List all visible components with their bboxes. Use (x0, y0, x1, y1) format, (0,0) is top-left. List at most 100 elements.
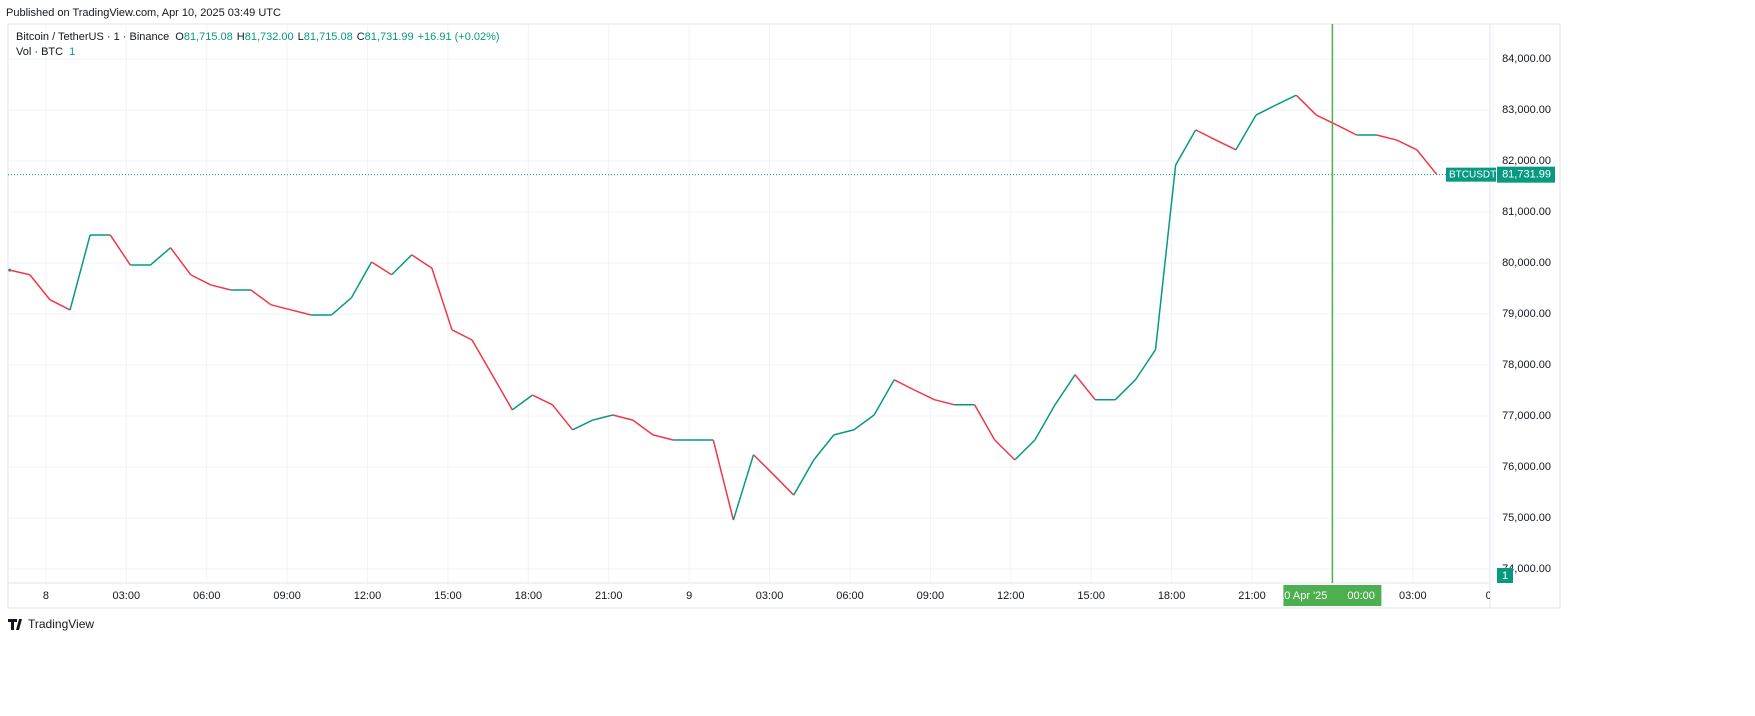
price-segment (652, 434, 674, 441)
y-tick-label: 74,000.00 (1502, 563, 1551, 575)
price-segment (1154, 164, 1177, 350)
volume-value: 1 (69, 46, 75, 58)
price-segment (1376, 134, 1397, 141)
price-segment (210, 284, 232, 291)
published-note: Published on TradingView.com, Apr 10, 20… (6, 7, 281, 19)
l-label: L (298, 31, 304, 43)
price-segment (169, 247, 192, 276)
symbol-badge: BTCUSDT (1449, 169, 1496, 180)
last-price-label: 81,731.99 (1502, 169, 1551, 181)
price-segment (1315, 114, 1337, 126)
low: 81,715.08 (304, 31, 353, 43)
price-segment (471, 339, 493, 376)
x-tick-label: 9 (686, 590, 692, 602)
symbol-badge-bg (1446, 167, 1496, 182)
time-labels: 8 03:00 06:00 09:00 12:00 15:00 18:00 21:00 9 03:… (43, 590, 1490, 602)
volume-name: Vol · BTC (16, 46, 63, 58)
y-tick-label: 83,000.00 (1502, 104, 1551, 116)
price-segment (431, 267, 453, 331)
price-segment (190, 274, 212, 286)
legend-line: Bitcoin / TetherUS · 1 · Binance O81,715.… (16, 31, 500, 43)
price-segment (149, 247, 172, 266)
price-segment (632, 419, 654, 436)
price-segment (330, 297, 352, 316)
o-label: O (175, 31, 184, 43)
x-tick-label: 03:00 (113, 590, 141, 602)
c-label: C (357, 31, 365, 43)
y-tick-label: 80,000.00 (1502, 257, 1551, 269)
price-segment (1235, 114, 1257, 151)
price-segment (1336, 124, 1357, 136)
price-segment (1014, 439, 1036, 461)
y-tick-label: 75,000.00 (1502, 512, 1551, 524)
price-segment (853, 414, 875, 431)
y-tick-label: 78,000.00 (1502, 359, 1551, 371)
price-segment (1074, 374, 1096, 401)
volume-badge: 1 (1502, 570, 1508, 582)
price-segment (1416, 149, 1438, 176)
price-segment (49, 299, 71, 311)
chart-frame (7, 23, 1561, 609)
price-segment (29, 274, 51, 301)
price-segment (1275, 94, 1297, 106)
price-segment (1174, 129, 1197, 166)
price-segment (572, 419, 593, 431)
axes: 74,000.00 75,000.00 76,000.00 77,000.00 78,0… (43, 53, 1555, 606)
price-segment (551, 404, 574, 431)
price-segment (491, 374, 513, 411)
x-tick-label: 15:00 (1077, 590, 1105, 602)
price-segment (1255, 104, 1277, 116)
price-segment (1134, 349, 1157, 381)
x-tick-label: 06:00 (836, 590, 864, 602)
crosshair-date: 10 Apr '25 (1278, 590, 1327, 602)
crosshair-label-bg (1283, 585, 1382, 606)
x-tick-label: 03:00 (756, 590, 784, 602)
volume-badge-bg (1497, 568, 1513, 583)
x-tick-label: 03:00 (1399, 590, 1427, 602)
price-segment (350, 261, 373, 299)
x-tick-label: 18:00 (515, 590, 543, 602)
price-segment (9, 269, 31, 276)
price-segment (391, 254, 413, 276)
grid (8, 24, 1494, 583)
change: +16.91 (+0.02%) (418, 31, 500, 43)
x-tick-label: 21:00 (595, 590, 623, 602)
x-tick-label: 8 (43, 590, 49, 602)
price-segment (1114, 379, 1136, 401)
x-tick-label: 09:00 (273, 590, 301, 602)
price-segment (1396, 139, 1418, 151)
price-segment (913, 389, 935, 401)
crosshair-time: 00:00 (1347, 590, 1375, 602)
price-segment (934, 398, 955, 406)
price-segment (833, 429, 855, 436)
y-tick-label: 79,000.00 (1502, 308, 1551, 320)
price-segment (773, 474, 795, 496)
last-price-bg (1497, 166, 1555, 183)
price-segment (592, 414, 613, 421)
price-segment (511, 394, 533, 411)
x-tick-label: 15:00 (434, 590, 462, 602)
x-tick-label: 09:00 (917, 590, 945, 602)
h-label: H (237, 31, 245, 43)
price-segment (1034, 404, 1056, 441)
volume-legend: Vol · BTC 1 (16, 46, 75, 58)
price-segment (612, 414, 634, 421)
plot (8, 24, 1490, 583)
y-tick-label: 76,000.00 (1502, 461, 1551, 473)
price-segment (813, 434, 835, 461)
x-tick-label: 21:00 (1238, 590, 1266, 602)
price-segment (1295, 94, 1317, 116)
price-segment (793, 459, 815, 496)
x-tick-label: 12:00 (997, 590, 1025, 602)
price-segment (290, 309, 312, 316)
y-tick-label: 77,000.00 (1502, 410, 1551, 422)
close: 81,731.99 (365, 31, 414, 43)
y-tick-label: 81,000.00 (1502, 206, 1551, 218)
price-segment (451, 329, 473, 341)
price-segment (1195, 129, 1217, 141)
price-segment (752, 454, 775, 476)
price-segment (250, 289, 272, 306)
price-segment (109, 234, 131, 266)
price-segment (893, 379, 915, 391)
